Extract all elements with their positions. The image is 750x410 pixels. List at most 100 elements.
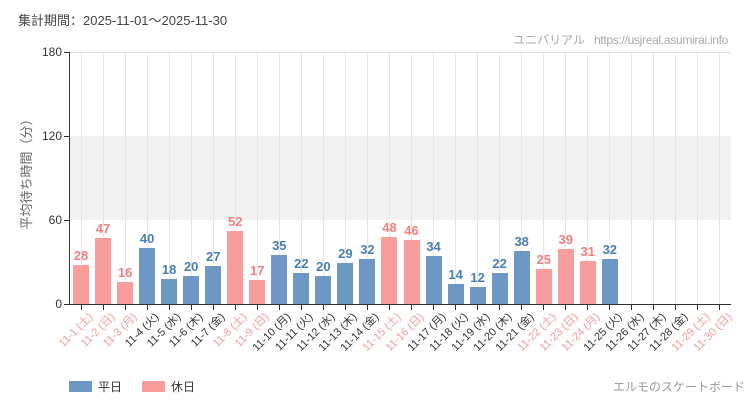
gridline-day-23: [565, 52, 567, 304]
gridline-day-20: [499, 52, 501, 304]
gridline-day-10: [278, 52, 280, 304]
gridline-day-9: [256, 52, 258, 304]
plot-top-border: [70, 52, 731, 53]
x-tick-11-1 (土): [80, 305, 82, 310]
legend-item-holiday: 休日: [142, 378, 195, 395]
bar-11-25 (火)[interactable]: [601, 259, 618, 304]
bar-value-11-25 (火): 32: [602, 242, 618, 258]
bar-value-11-10 (月): 35: [272, 238, 287, 253]
site-name-label: ユニバリアル: [513, 33, 585, 47]
legend-swatch-weekday: [69, 381, 92, 392]
bar-value-11-11 (火): 22: [294, 256, 309, 272]
plot-area: 0 60 120 180 28 47 16 40 18 20 27 52 17 35 22 20 29 32 48 4…: [42, 45, 731, 311]
bar-11-14 (金)[interactable]: [359, 259, 376, 304]
bar-value-11-7 (金): 27: [205, 249, 221, 265]
x-tick-11-22 (土): [543, 305, 545, 310]
x-tick-11-8 (土): [234, 305, 236, 310]
x-tick-11-25 (火): [609, 305, 611, 310]
site-credit: ユニバリアル https://usjreal.asumirai.info: [513, 31, 728, 48]
gridline-day-21: [521, 52, 523, 304]
bar-value-11-19 (水): 12: [470, 270, 485, 286]
bar-value-11-3 (月): 16: [117, 264, 133, 280]
gridline-day-6: [190, 52, 192, 304]
bar-11-3 (月)[interactable]: [117, 281, 134, 304]
x-tick-11-19 (水): [477, 305, 479, 310]
bar-value-11-12 (水): 20: [316, 259, 331, 274]
bar-11-1 (土)[interactable]: [73, 264, 90, 304]
bar-11-17 (月)[interactable]: [425, 256, 442, 304]
gridline-day-26: [631, 52, 633, 304]
bar-11-16 (日)[interactable]: [403, 239, 420, 304]
gridline-day-12: [322, 52, 324, 304]
x-tick-11-6 (木): [190, 305, 192, 310]
x-tick-11-12 (水): [322, 305, 324, 310]
bar-value-11-8 (土): 52: [228, 214, 243, 230]
bar-11-18 (火)[interactable]: [447, 284, 464, 304]
gridline-day-4: [146, 52, 148, 304]
bar-11-10 (月)[interactable]: [271, 255, 288, 304]
gridline-day-1: [80, 52, 82, 304]
gridline-day-15: [388, 52, 390, 304]
bar-11-5 (水)[interactable]: [161, 278, 178, 304]
x-tick-11-5 (水): [168, 305, 170, 310]
x-tick-11-26 (水): [631, 305, 633, 310]
bar-11-8 (土)[interactable]: [227, 231, 244, 304]
gridline-day-30: [719, 52, 721, 304]
bar-value-11-16 (日): 46: [404, 222, 419, 238]
legend-swatch-holiday: [142, 381, 166, 392]
bar-11-20 (木)[interactable]: [491, 273, 508, 304]
legend-label-weekday: 平日: [98, 380, 123, 394]
bar-value-11-21 (金): 38: [514, 233, 529, 249]
bar-11-6 (木)[interactable]: [183, 276, 200, 304]
bar-11-9 (日)[interactable]: [249, 280, 266, 304]
x-tick-11-11 (火): [300, 305, 302, 310]
bar-value-11-4 (火): 40: [139, 231, 155, 246]
x-axis-line: [69, 304, 731, 305]
y-tick-label-120: 120: [41, 129, 62, 143]
x-tick-11-10 (月): [278, 305, 280, 310]
x-tick-11-20 (木): [499, 305, 501, 310]
chart-legend: 平日 休日: [69, 378, 195, 395]
bar-11-19 (水)[interactable]: [469, 287, 486, 304]
x-tick-11-23 (日): [565, 305, 567, 310]
x-tick-11-4 (火): [146, 305, 148, 310]
gridline-day-7: [212, 52, 214, 304]
x-tick-11-7 (金): [212, 305, 214, 310]
bar-value-11-20 (木): 22: [492, 256, 507, 272]
bar-value-11-13 (木): 29: [338, 246, 353, 262]
gridline-day-3: [124, 52, 126, 304]
x-tick-11-27 (木): [653, 305, 655, 310]
bar-11-23 (日)[interactable]: [557, 249, 574, 304]
y-band-60-120: [70, 136, 731, 220]
gridline-day-2: [102, 52, 104, 304]
bar-value-11-6 (木): 20: [183, 259, 199, 274]
gridline-day-8: [234, 52, 236, 304]
x-tick-11-30 (日): [719, 305, 721, 310]
bar-11-22 (土)[interactable]: [535, 269, 552, 304]
bar-11-4 (火)[interactable]: [139, 248, 156, 304]
bar-11-13 (木)[interactable]: [337, 263, 354, 304]
y-tick-label-0: 0: [55, 297, 62, 311]
site-url-link[interactable]: https://usjreal.asumirai.info: [593, 33, 728, 47]
bar-value-11-1 (土): 28: [73, 247, 89, 263]
gridline-day-17: [433, 52, 435, 304]
bar-11-24 (月)[interactable]: [579, 260, 596, 304]
gridline-day-28: [675, 52, 677, 304]
bar-11-12 (水)[interactable]: [315, 276, 332, 304]
bar-value-11-23 (日): 39: [558, 232, 573, 248]
attraction-name: エルモのスケートボード: [612, 380, 745, 394]
bar-value-11-9 (日): 17: [250, 263, 265, 279]
bar-value-11-24 (月): 31: [580, 243, 596, 259]
bar-11-11 (火)[interactable]: [293, 273, 310, 304]
x-tick-11-15 (土): [388, 305, 390, 310]
gridline-day-27: [653, 52, 655, 304]
bar-11-21 (金)[interactable]: [513, 250, 530, 304]
bar-11-7 (金)[interactable]: [205, 266, 222, 304]
gridline-day-22: [543, 52, 545, 304]
bar-value-11-22 (土): 25: [536, 252, 551, 267]
gridline-day-25: [609, 52, 611, 304]
y-axis-title: 平均待ち時間（分）: [19, 112, 34, 230]
bar-11-2 (日)[interactable]: [95, 238, 112, 304]
gridline-day-16: [411, 52, 413, 304]
bar-11-15 (土)[interactable]: [381, 236, 398, 304]
